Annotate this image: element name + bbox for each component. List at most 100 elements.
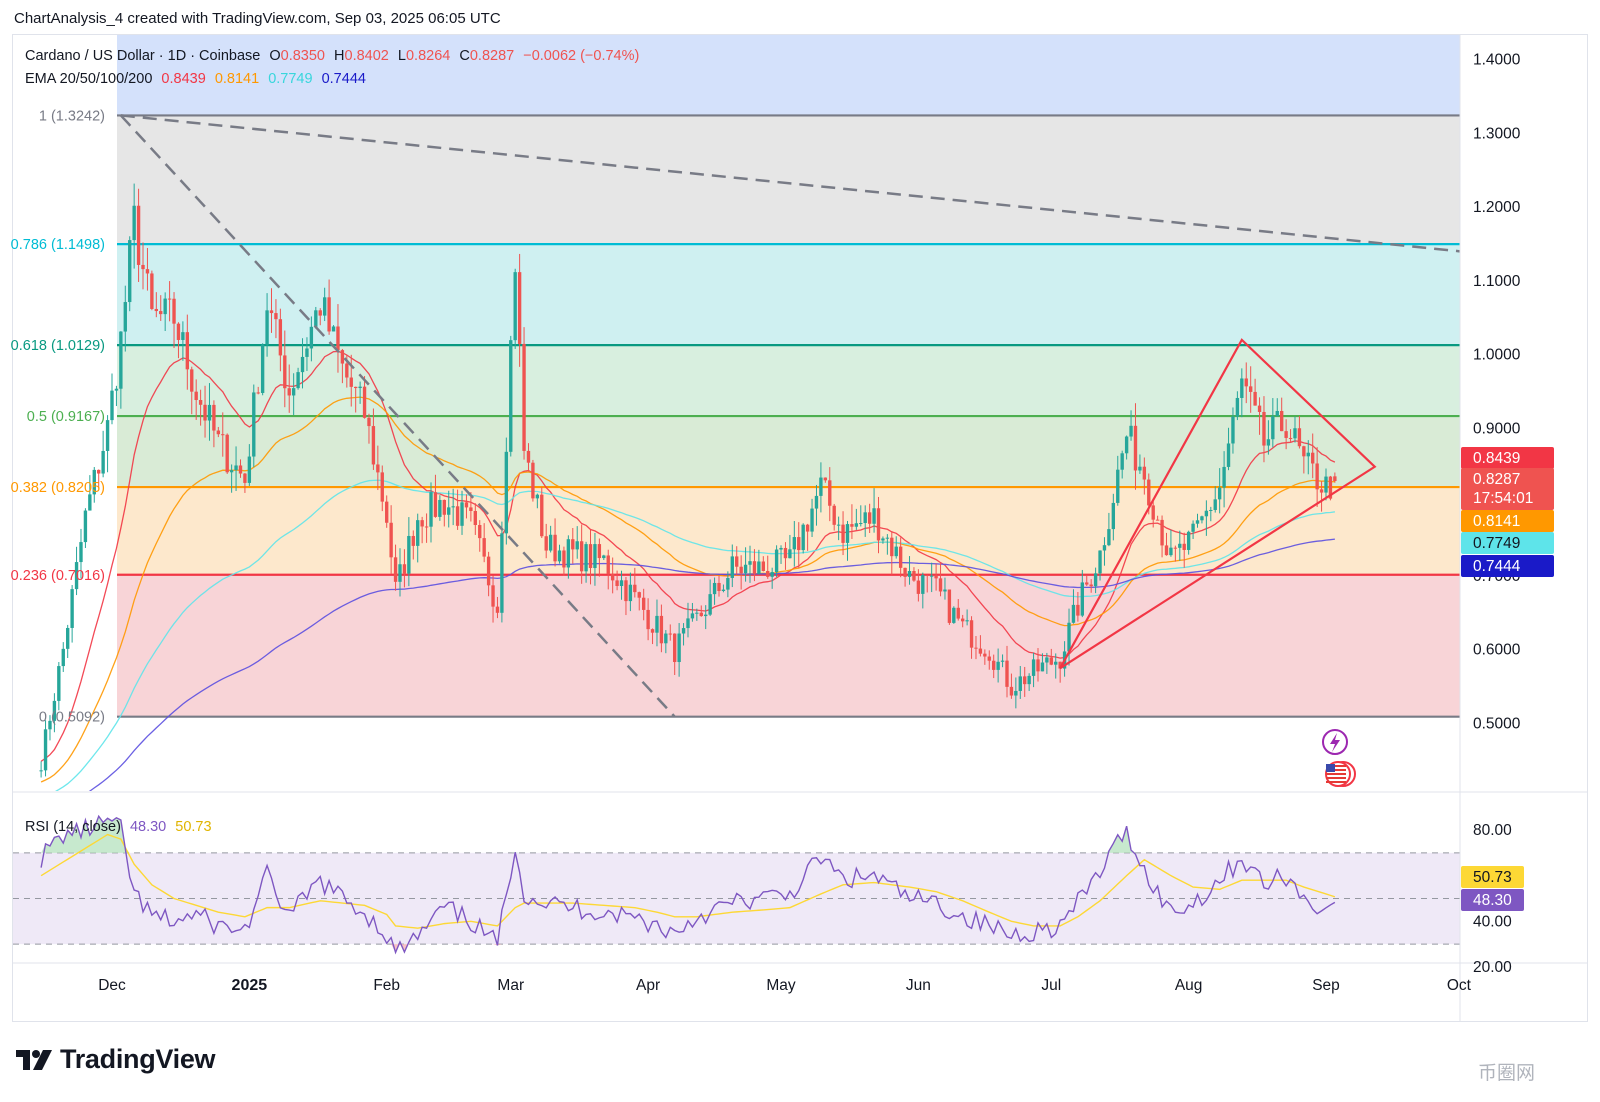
candle[interactable] [265,293,269,357]
candle[interactable] [247,444,252,486]
candle[interactable] [646,598,650,641]
candle[interactable] [305,337,309,371]
ema100-line[interactable] [41,479,1335,797]
candle[interactable] [1151,499,1155,528]
candle[interactable] [535,493,540,509]
candle[interactable] [517,253,522,367]
candle[interactable] [894,536,898,559]
candle[interactable] [819,462,823,513]
candle[interactable] [429,482,433,543]
candle[interactable] [83,508,88,548]
candle[interactable] [1257,397,1262,435]
candle[interactable] [1142,457,1147,495]
candle[interactable] [593,532,597,586]
candle[interactable] [929,562,934,593]
candle[interactable] [509,335,513,457]
candle[interactable] [1182,532,1186,568]
candle[interactable] [1054,653,1058,679]
candle[interactable] [633,567,637,598]
candle[interactable] [340,348,345,384]
candle[interactable] [540,486,544,539]
candle[interactable] [1169,529,1173,557]
candle[interactable] [704,605,708,630]
candle[interactable] [309,316,314,362]
candle[interactable] [203,385,207,438]
candle[interactable] [588,529,593,585]
candle[interactable] [1076,592,1080,622]
candle[interactable] [1302,445,1306,474]
candle[interactable] [1222,451,1226,508]
candle[interactable] [243,472,247,493]
candle[interactable] [544,523,548,559]
candle[interactable] [181,321,185,361]
candle[interactable] [1014,677,1018,709]
candle[interactable] [832,503,836,531]
candle[interactable] [221,412,225,457]
candle[interactable] [420,516,424,544]
candle[interactable] [624,576,628,616]
candle[interactable] [766,555,770,579]
candle[interactable] [575,526,579,559]
candle[interactable] [721,584,726,593]
candle[interactable] [1319,481,1324,512]
candle[interactable] [176,322,181,359]
candle[interactable] [447,490,451,528]
candle[interactable] [961,614,965,628]
candle[interactable] [1018,666,1022,699]
candle[interactable] [1231,407,1235,454]
price-axis-label[interactable]: 17:54:01 [1473,490,1533,507]
candle[interactable] [1129,410,1133,441]
candle[interactable] [1102,537,1107,566]
candle[interactable] [1297,415,1302,449]
candle[interactable] [291,373,296,416]
candle[interactable] [797,522,801,569]
candle[interactable] [708,579,712,617]
candle[interactable] [300,338,305,389]
candle[interactable] [996,648,1000,683]
candle[interactable] [1271,398,1275,448]
candle[interactable] [992,654,996,679]
candle[interactable] [903,567,907,587]
candle[interactable] [61,642,65,672]
candle[interactable] [194,379,198,420]
candle[interactable] [566,535,571,579]
candle[interactable] [114,385,119,407]
candle[interactable] [256,386,260,395]
candle[interactable] [229,464,234,493]
candle[interactable] [1080,569,1084,618]
candle[interactable] [757,549,761,575]
candle[interactable] [145,247,150,291]
candle[interactable] [1173,545,1178,562]
candle[interactable] [212,400,216,448]
candle[interactable] [921,572,925,609]
candle[interactable] [1040,653,1045,672]
candle[interactable] [349,354,353,407]
candle[interactable] [606,549,610,590]
candle[interactable] [154,292,158,318]
candle[interactable] [788,534,792,559]
candle[interactable] [331,325,336,332]
candle[interactable] [274,299,278,339]
symmetrical-triangle-pattern[interactable] [1059,338,1377,670]
candle[interactable] [526,443,531,472]
candle[interactable] [1045,652,1049,674]
candle[interactable] [190,366,194,415]
candle[interactable] [1071,589,1076,624]
candle[interactable] [52,693,57,733]
candle[interactable] [105,415,110,473]
candle[interactable] [828,467,832,522]
candle[interactable] [513,268,517,349]
candle[interactable] [278,308,283,372]
candle[interactable] [141,242,145,290]
candle[interactable] [1262,396,1266,463]
candle[interactable] [836,516,841,541]
price-axis-label[interactable]: 0.8141 [1461,510,1554,532]
candle[interactable] [398,548,402,597]
candle[interactable] [163,292,167,332]
candle[interactable] [296,367,300,390]
candle[interactable] [859,505,863,527]
candle[interactable] [1116,455,1120,506]
candle[interactable] [455,489,460,530]
candle[interactable] [88,475,92,511]
candle[interactable] [1266,420,1271,455]
